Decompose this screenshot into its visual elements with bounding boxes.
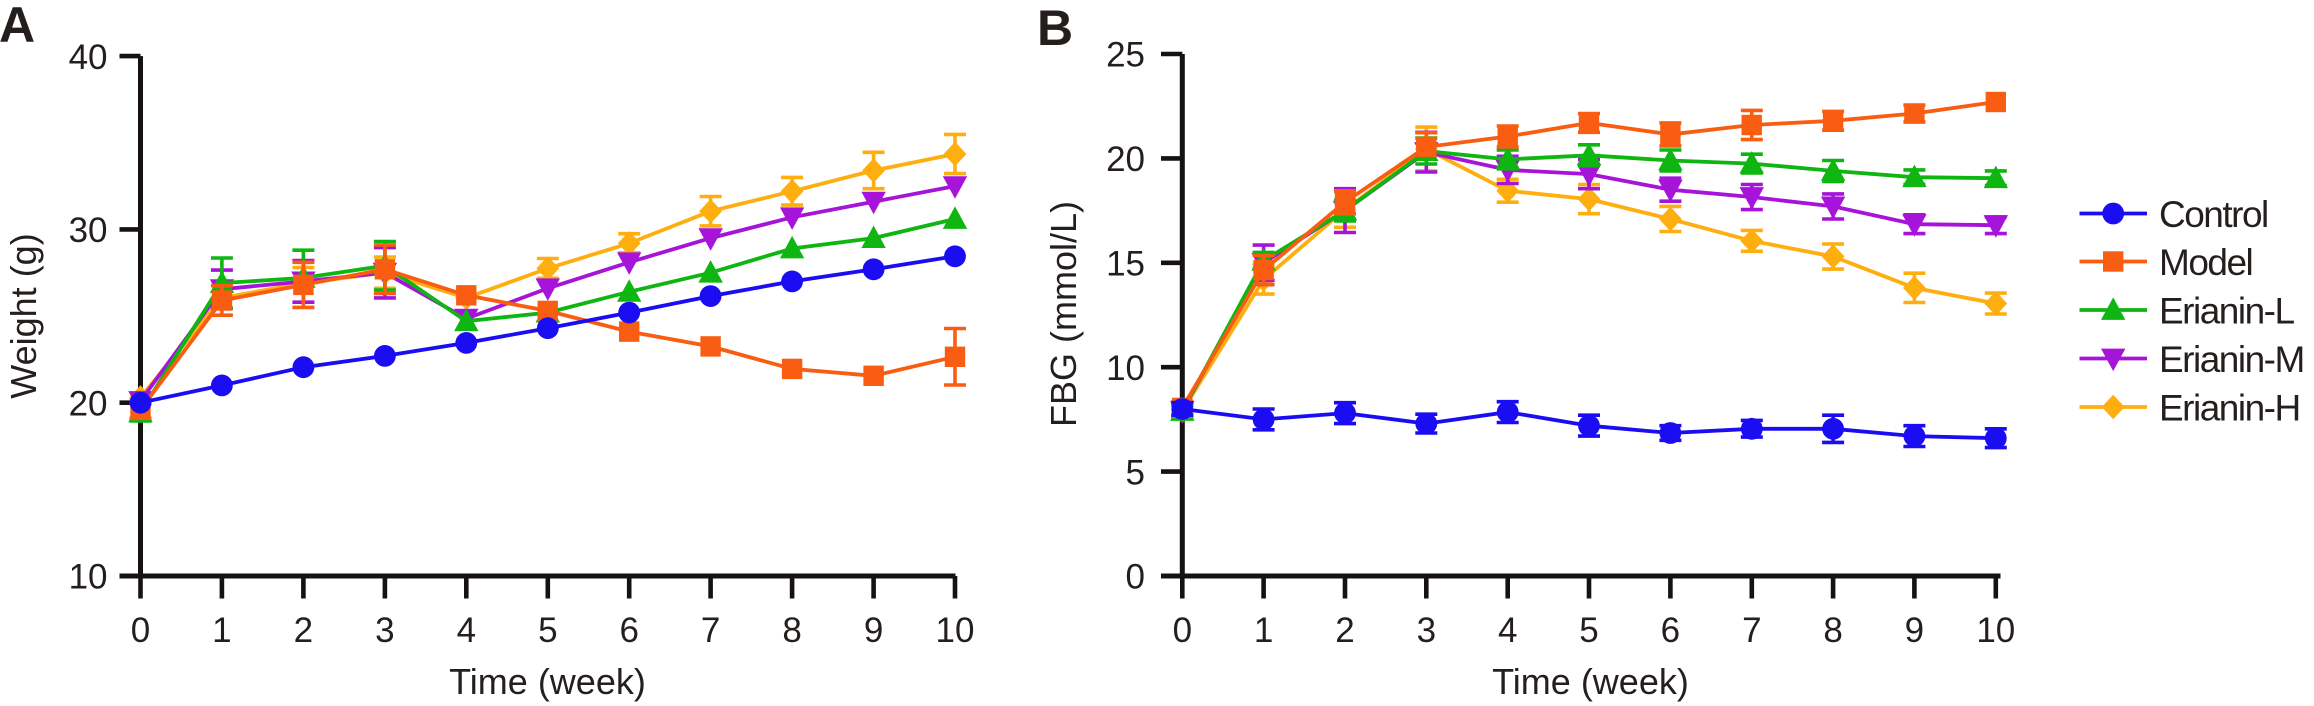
svg-text:Erianin-H: Erianin-H bbox=[2159, 388, 2300, 429]
svg-text:Erianin-M: Erianin-M bbox=[2159, 339, 2304, 380]
svg-text:10: 10 bbox=[936, 611, 975, 650]
svg-text:8: 8 bbox=[782, 611, 801, 650]
svg-text:1: 1 bbox=[1254, 611, 1273, 650]
svg-text:20: 20 bbox=[69, 384, 108, 423]
svg-text:Control: Control bbox=[2159, 194, 2268, 235]
svg-text:Model: Model bbox=[2159, 242, 2252, 283]
svg-text:3: 3 bbox=[1417, 611, 1436, 650]
svg-text:5: 5 bbox=[1126, 453, 1145, 492]
svg-text:A: A bbox=[0, 0, 35, 53]
svg-text:Weight (g): Weight (g) bbox=[3, 233, 44, 398]
svg-text:10: 10 bbox=[1976, 611, 2015, 650]
svg-text:30: 30 bbox=[69, 211, 108, 250]
svg-text:2: 2 bbox=[294, 611, 313, 650]
svg-text:7: 7 bbox=[1742, 611, 1761, 650]
svg-text:4: 4 bbox=[1498, 611, 1517, 650]
svg-text:5: 5 bbox=[538, 611, 557, 650]
svg-text:4: 4 bbox=[457, 611, 476, 650]
svg-text:0: 0 bbox=[131, 611, 150, 650]
svg-text:Time (week): Time (week) bbox=[1492, 661, 1689, 702]
svg-text:3: 3 bbox=[375, 611, 394, 650]
svg-text:25: 25 bbox=[1106, 36, 1145, 75]
svg-text:9: 9 bbox=[864, 611, 883, 650]
svg-text:0: 0 bbox=[1126, 558, 1145, 597]
svg-text:6: 6 bbox=[1661, 611, 1680, 650]
svg-text:2: 2 bbox=[1335, 611, 1354, 650]
svg-text:5: 5 bbox=[1579, 611, 1598, 650]
svg-text:B: B bbox=[1037, 0, 1073, 56]
svg-text:1: 1 bbox=[212, 611, 231, 650]
svg-text:9: 9 bbox=[1905, 611, 1924, 650]
svg-text:15: 15 bbox=[1106, 245, 1145, 284]
svg-text:FBG (mmol/L): FBG (mmol/L) bbox=[1043, 201, 1084, 427]
svg-text:20: 20 bbox=[1106, 140, 1145, 179]
svg-text:7: 7 bbox=[701, 611, 720, 650]
svg-text:Erianin-L: Erianin-L bbox=[2159, 291, 2294, 332]
svg-text:10: 10 bbox=[69, 558, 108, 597]
svg-text:Time (week): Time (week) bbox=[449, 661, 646, 702]
svg-text:0: 0 bbox=[1173, 611, 1192, 650]
svg-text:6: 6 bbox=[619, 611, 638, 650]
svg-text:8: 8 bbox=[1823, 611, 1842, 650]
svg-text:10: 10 bbox=[1106, 349, 1145, 388]
svg-text:40: 40 bbox=[69, 38, 108, 77]
